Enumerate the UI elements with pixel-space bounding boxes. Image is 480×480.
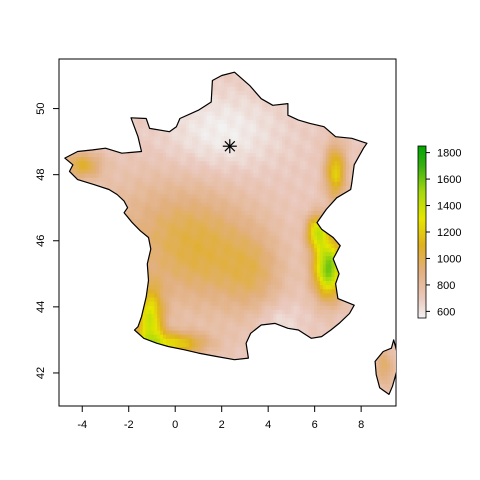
colorbar-tick-label: 600	[437, 306, 455, 318]
x-tick-label: 2	[219, 419, 225, 431]
x-tick-label: 8	[358, 419, 364, 431]
france-outline	[64, 71, 368, 361]
x-tick-label: 4	[265, 419, 271, 431]
x-tick-label: -2	[124, 419, 134, 431]
y-tick-label: 48	[35, 169, 47, 181]
y-tick-label: 42	[35, 367, 47, 379]
x-tick-label: -4	[77, 419, 87, 431]
colorbar-tick-label: 1000	[437, 253, 461, 265]
colorbar-legend: 600 800 1000 1200 1400 1600 1800	[417, 145, 461, 319]
colorbar-tick-label: 800	[437, 280, 455, 292]
x-tick-label: 0	[172, 419, 178, 431]
colorbar-tick-label: 1400	[437, 201, 461, 213]
asterisk-marker	[222, 139, 237, 154]
y-axis: 42 44 46 48 50	[35, 102, 59, 379]
colorbar-tick-label: 1600	[437, 174, 461, 186]
corsica-outline	[374, 339, 396, 395]
y-tick-label: 50	[35, 102, 47, 114]
x-tick-label: 6	[312, 419, 318, 431]
x-axis: -4 -2 0 2 4 6 8	[77, 406, 364, 431]
colorbar-ticks: 600 800 1000 1200 1400 1600 1800	[426, 148, 461, 318]
colorbar-ramp	[417, 145, 427, 319]
y-tick-label: 46	[35, 235, 47, 247]
plot-frame	[58, 58, 397, 407]
colorbar-tick-label: 1800	[437, 148, 461, 160]
colorbar-tick-label: 1200	[437, 227, 461, 239]
precipitation-raster	[64, 72, 396, 395]
y-tick-label: 44	[35, 301, 47, 313]
